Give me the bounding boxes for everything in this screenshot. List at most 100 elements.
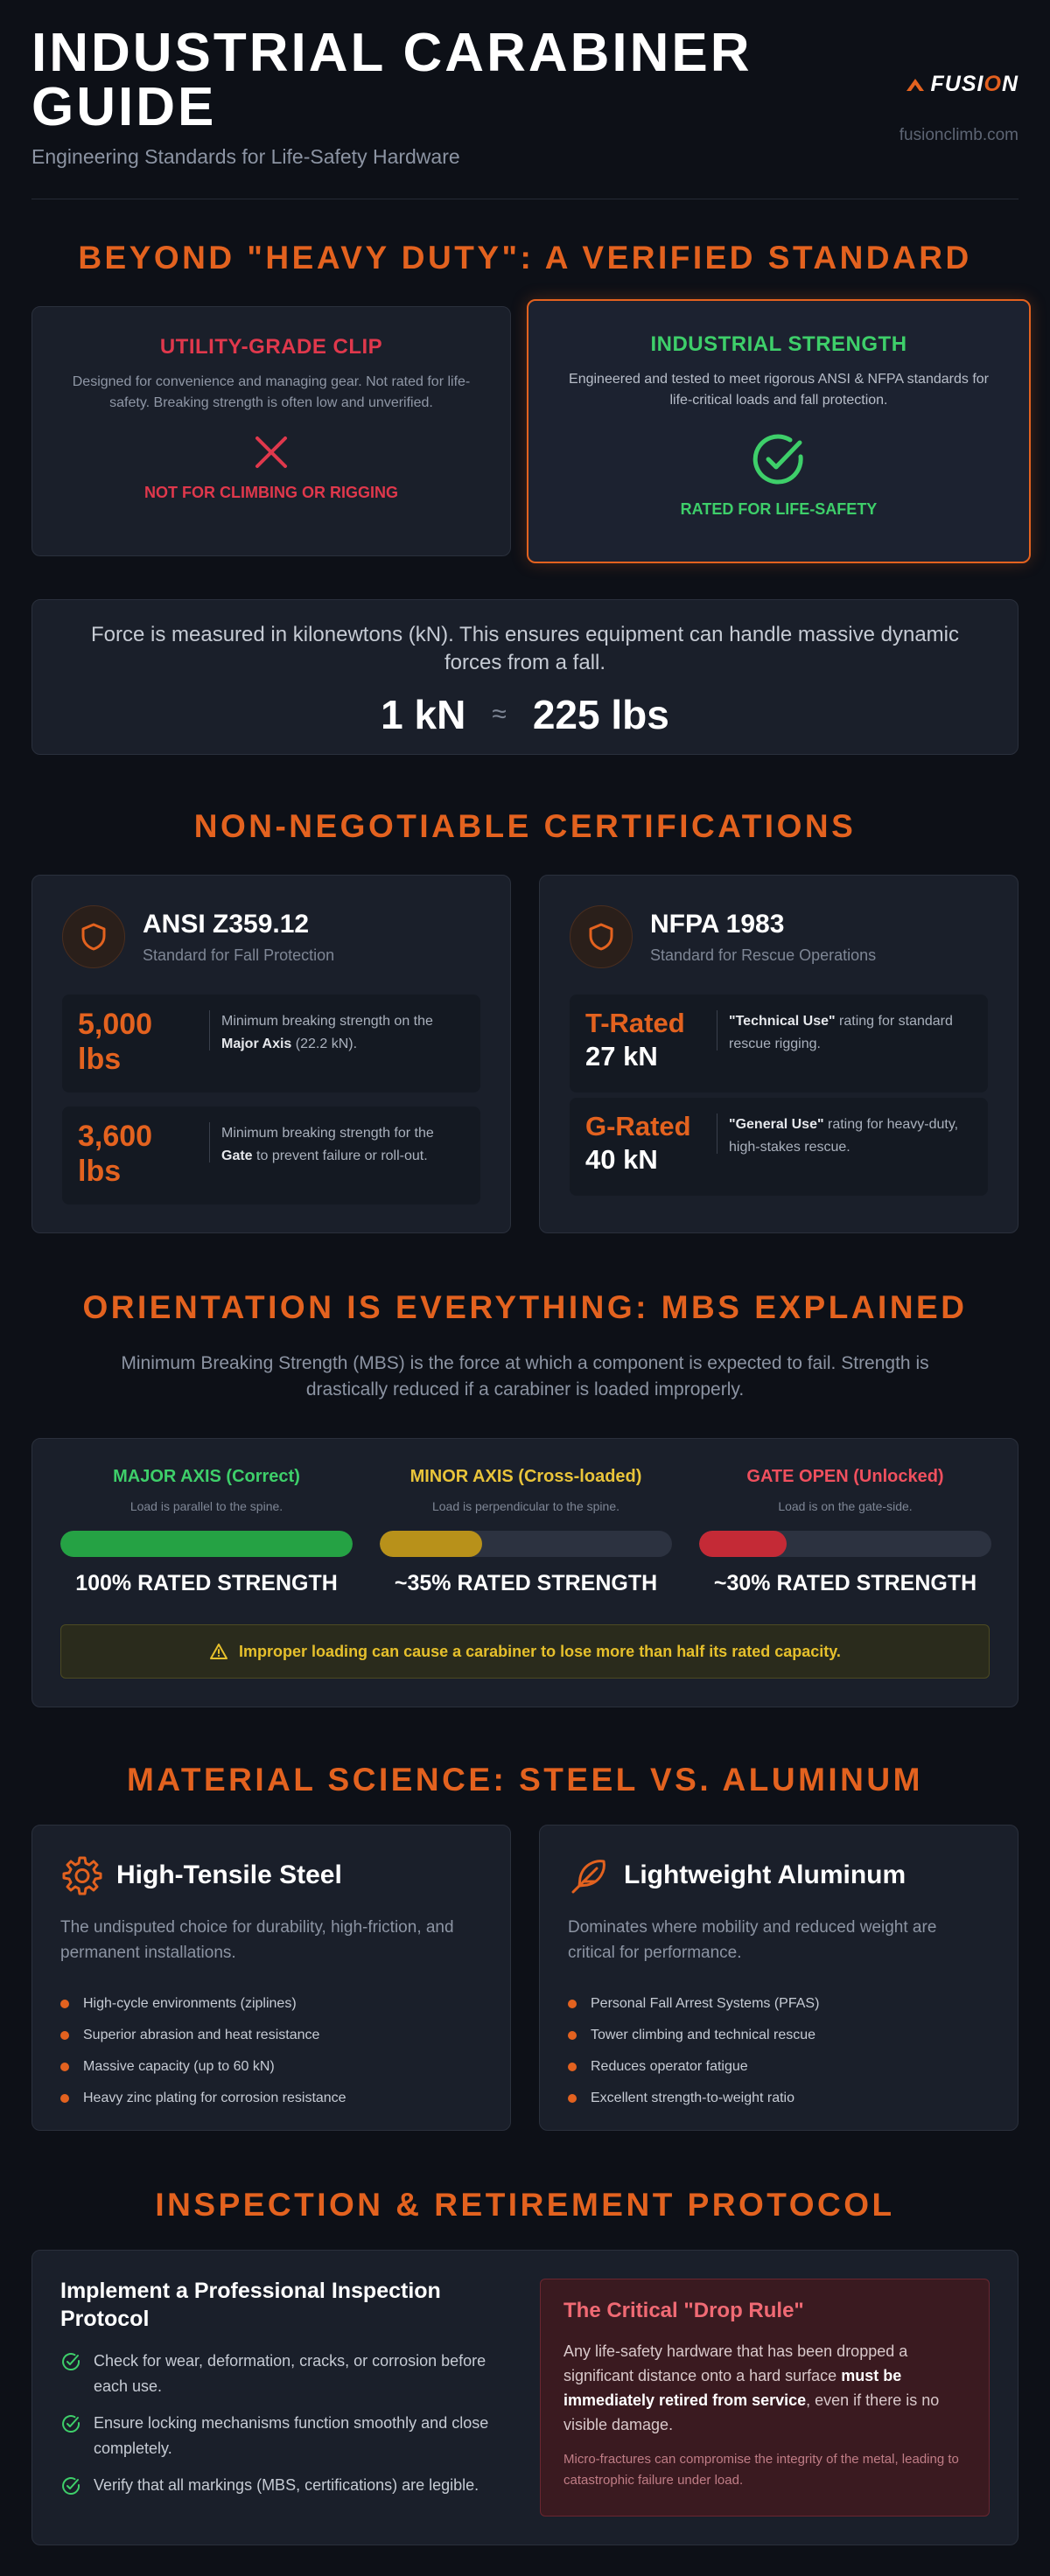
bullet-dot [60, 2031, 69, 2040]
bullet-dot [60, 2063, 69, 2071]
section-title-certifications: NON-NEGOTIABLE CERTIFICATIONS [193, 808, 857, 844]
approx-symbol: ≈ [492, 700, 507, 729]
stat-description: "Technical Use" rating for standard resc… [729, 1014, 953, 1051]
stat-description: Minimum breaking strength on the Major A… [221, 1014, 433, 1051]
ansi-card: ANSI Z359.12 Standard for Fall Protectio… [32, 875, 511, 1233]
axis-note: Load is perpendicular to the spine. [431, 1499, 620, 1513]
ansi-stat-major-axis: 5,000 lbs Minimum breaking strength on th… [62, 995, 480, 1093]
steel-card: High-Tensile Steel The undisputed choice… [32, 1825, 511, 2131]
list-item: High-cycle environments (ziplines) [60, 1988, 484, 2020]
list-item: Superior abrasion and heat resistance [60, 2020, 484, 2051]
list-item: Ensure locking mechanisms function smoot… [60, 2411, 498, 2461]
drop-rule-note: Micro-fractures can compromise the integ… [564, 2452, 959, 2488]
stat-description: "General Use" rating for heavy-duty, hig… [729, 1117, 959, 1155]
inspection-card: Implement a Professional Inspection Prot… [32, 2250, 1018, 2545]
force-conversion-card: Force is measured in kilonewtons (kN). T… [32, 599, 1018, 755]
inspection-heading: Implement a Professional Inspection Prot… [60, 2279, 441, 2331]
strength-bar-fill [60, 1531, 353, 1557]
bullet-dot [60, 2094, 69, 2103]
axis-strength: ~35% RATED STRENGTH [394, 1571, 658, 1595]
ansi-stat-gate: 3,600 lbs Minimum breaking strength for t… [62, 1106, 480, 1204]
nfpa-card: NFPA 1983 Standard for Rescue Operations… [539, 875, 1018, 1233]
drop-rule-box: The Critical "Drop Rule" Any life-safety… [540, 2279, 990, 2517]
x-icon [256, 436, 287, 468]
list-item: Massive capacity (up to 60 kN) [60, 2051, 484, 2083]
feather-icon [571, 1860, 606, 1894]
ansi-name: ANSI Z359.12 [143, 909, 310, 939]
industrial-card-title: INDUSTRIAL STRENGTH [650, 332, 907, 356]
aluminum-description: Dominates where mobility and reduced wei… [568, 1918, 937, 1962]
list-item: Verify that all markings (MBS, certifica… [60, 2473, 498, 2498]
section-title-inspection: INSPECTION & RETIREMENT PROTOCOL [155, 2187, 895, 2223]
utility-card-text: Designed for convenience and managing ge… [72, 374, 471, 410]
aluminum-card: Lightweight Aluminum Dominates where mob… [539, 1825, 1018, 2131]
steel-description: The undisputed choice for durability, hi… [60, 1918, 454, 1962]
stat-value: T-Rated 27 kN [585, 1008, 685, 1072]
list-item: Personal Fall Arrest Systems (PFAS) [568, 1988, 991, 2020]
warning-text: Improper loading can cause a carabiner t… [239, 1642, 841, 1660]
loading-warning: Improper loading can cause a carabiner t… [60, 1624, 990, 1679]
inspection-checklist: Check for wear, deformation, cracks, or … [60, 2349, 498, 2498]
axis-strength: ~30% RATED STRENGTH [713, 1571, 977, 1595]
drop-rule-text: Any life-safety hardware that has been d… [564, 2342, 940, 2433]
orientation-intro: Minimum Breaking Strength (MBS) is the f… [121, 1353, 929, 1400]
section-title-materials: MATERIAL SCIENCE: STEEL VS. ALUMINUM [127, 1762, 923, 1798]
stat-divider [209, 1010, 210, 1051]
section-title-standard: BEYOND "HEAVY DUTY": A VERIFIED STANDARD [78, 240, 972, 276]
stat-divider [209, 1122, 210, 1162]
stat-value: 5,000 lbs [78, 1008, 153, 1076]
header: INDUSTRIAL CARABINER GUIDE Engineering S… [32, 0, 1018, 199]
logo-mark-icon [906, 78, 924, 91]
site-url[interactable]: fusionclimb.com [899, 126, 1018, 144]
axis-strength: 100% RATED STRENGTH [75, 1571, 338, 1595]
stat-value: G-Rated 40 kN [585, 1111, 691, 1175]
axis-major: MAJOR AXIS (Correct) Load is parallel to… [60, 1467, 353, 1596]
brand-name: FUSION [930, 72, 1018, 96]
bullet-dot [568, 2000, 577, 2008]
bullet-dot [568, 2063, 577, 2071]
axis-gate-open: GATE OPEN (Unlocked) Load is on the gate… [699, 1467, 991, 1596]
strength-bar [60, 1531, 353, 1557]
mbs-card: MAJOR AXIS (Correct) Load is parallel to… [32, 1438, 1018, 1707]
axis-name: MINOR AXIS (Cross-loaded) [410, 1467, 642, 1486]
kn-value: 1 kN [381, 692, 466, 737]
axis-name: MAJOR AXIS (Correct) [113, 1467, 300, 1486]
force-explanation: Force is measured in kilonewtons (kN). T… [90, 623, 959, 674]
nfpa-stat-g-rated: G-Rated 40 kN "General Use" rating for he… [570, 1098, 988, 1196]
aluminum-feature-list: Personal Fall Arrest Systems (PFAS) Towe… [568, 1988, 991, 2114]
list-item: Reduces operator fatigue [568, 2051, 991, 2083]
list-item: Check for wear, deformation, cracks, or … [60, 2349, 498, 2399]
nfpa-subtitle: Standard for Rescue Operations [650, 946, 877, 964]
bullet-dot [60, 2000, 69, 2008]
axis-note: Load is on the gate-side. [778, 1499, 913, 1513]
stat-value: 3,600 lbs [78, 1120, 153, 1188]
warning-triangle-icon [210, 1644, 228, 1659]
strength-bar [380, 1531, 672, 1557]
utility-grade-card: UTILITY-GRADE CLIP Designed for convenie… [32, 306, 511, 556]
gear-icon [62, 1856, 102, 1895]
nfpa-stat-t-rated: T-Rated 27 kN "Technical Use" rating for … [570, 995, 988, 1093]
strength-bar-fill [699, 1531, 788, 1557]
list-item: Heavy zinc plating for corrosion resista… [60, 2083, 484, 2114]
industrial-strength-card: INDUSTRIAL STRENGTH Engineered and teste… [527, 299, 1031, 563]
page-subtitle: Engineering Standards for Life-Safety Ha… [32, 145, 460, 168]
shield-icon [570, 905, 633, 968]
drop-rule-title: The Critical "Drop Rule" [564, 2299, 804, 2322]
list-item: Tower climbing and technical rescue [568, 2020, 991, 2051]
stat-description: Minimum breaking strength for the Gate t… [221, 1126, 434, 1163]
check-circle-icon [62, 2415, 80, 2433]
steel-feature-list: High-cycle environments (ziplines) Super… [60, 1988, 484, 2114]
industrial-card-text: Engineered and tested to meet rigorous A… [569, 372, 989, 408]
section-title-orientation: ORIENTATION IS EVERYTHING: MBS EXPLAINED [82, 1289, 968, 1325]
lbs-value: 225 lbs [532, 692, 669, 737]
steel-title: High-Tensile Steel [116, 1860, 342, 1889]
bullet-dot [568, 2031, 577, 2040]
brand-logo[interactable]: FUSION [905, 72, 1018, 97]
ansi-subtitle: Standard for Fall Protection [143, 946, 335, 964]
check-circle-icon [752, 434, 803, 485]
strength-bar-fill [380, 1531, 482, 1557]
shield-icon [62, 905, 125, 968]
list-item: Excellent strength-to-weight ratio [568, 2083, 991, 2114]
bullet-dot [568, 2094, 577, 2103]
